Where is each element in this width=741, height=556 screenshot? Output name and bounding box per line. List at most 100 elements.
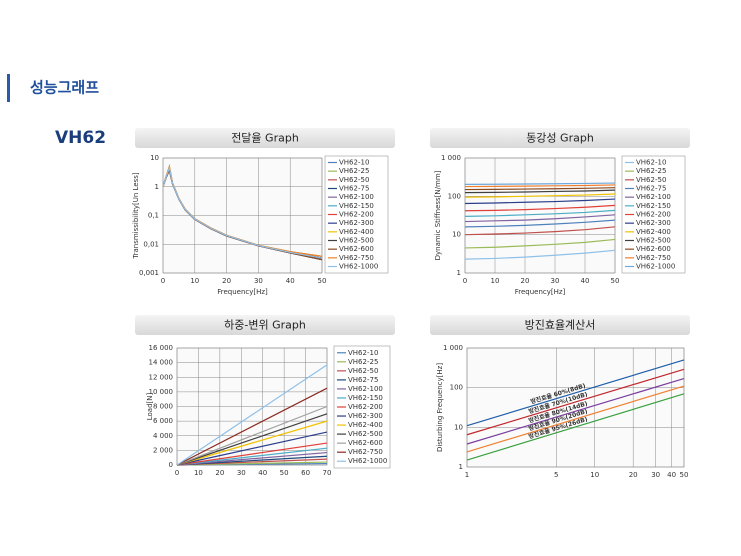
x-tick-label: 40 xyxy=(258,469,267,477)
chart-title-bar xyxy=(430,128,690,148)
legend-label: VH62-500 xyxy=(339,237,374,245)
x-tick-label: 20 xyxy=(629,471,638,479)
legend-label: VH62-150 xyxy=(348,394,383,402)
y-tick-label: 14 000 xyxy=(149,359,174,367)
legend-label: VH62-50 xyxy=(348,367,378,375)
x-tick-label: 70 xyxy=(323,469,332,477)
x-tick-label: 30 xyxy=(254,277,263,285)
series-line xyxy=(176,451,328,466)
legend-label: VH62-300 xyxy=(348,412,383,420)
x-tick-label: 10 xyxy=(190,277,199,285)
x-tick-label: 50 xyxy=(280,469,289,477)
x-tick-label: 5 xyxy=(554,471,558,479)
legend-label: VH62-750 xyxy=(348,448,383,456)
series-line xyxy=(464,219,616,228)
series-line xyxy=(464,209,616,217)
x-tick-label: 30 xyxy=(551,277,560,285)
legend-label: VH62-25 xyxy=(339,167,369,175)
series-line xyxy=(176,413,328,466)
series-line xyxy=(464,184,616,188)
legend-label: VH62-1000 xyxy=(348,457,387,465)
legend-label: VH62-50 xyxy=(636,176,666,184)
series-line xyxy=(466,377,685,445)
y-tick-label: 16 000 xyxy=(149,344,174,352)
legend-label: VH62-750 xyxy=(339,254,374,262)
x-tick-label: 30 xyxy=(651,471,660,479)
y-axis-label: Dynamic Stiffness[N/mm] xyxy=(434,170,442,260)
y-tick-label: 1 xyxy=(459,463,463,471)
series-line xyxy=(162,165,323,259)
legend-label: VH62-600 xyxy=(348,439,383,447)
series-line xyxy=(466,368,685,436)
series-line xyxy=(176,455,328,466)
x-axis-label: Frequency[Hz] xyxy=(217,288,268,296)
x-tick-label: 50 xyxy=(318,277,327,285)
legend-label: VH62-100 xyxy=(348,385,383,393)
series-line xyxy=(466,393,685,461)
y-axis-label: Load[N] xyxy=(146,392,154,420)
legend-label: VH62-1000 xyxy=(636,263,675,271)
legend-label: VH62-100 xyxy=(339,193,374,201)
legend-label: VH62-25 xyxy=(348,358,378,366)
legend-label: VH62-600 xyxy=(636,245,671,253)
y-tick-label: 100 xyxy=(448,192,461,200)
chart-title: 동강성 Graph xyxy=(526,132,594,145)
legend-label: VH62-600 xyxy=(339,245,374,253)
legend-label: VH62-25 xyxy=(636,167,666,175)
page-title: 성능그래프 xyxy=(30,79,99,97)
series-line xyxy=(176,431,328,466)
y-tick-label: 10 000 xyxy=(149,388,174,396)
model-name: VH62 xyxy=(55,128,106,148)
x-tick-label: 0 xyxy=(463,277,467,285)
legend-label: VH62-200 xyxy=(348,403,383,411)
legend-label: VH62-150 xyxy=(636,202,671,210)
y-tick-label: 0,01 xyxy=(143,240,159,248)
chart-title-bar xyxy=(430,315,690,335)
x-tick-label: 0 xyxy=(161,277,165,285)
series-line xyxy=(176,405,328,466)
legend-label: VH62-400 xyxy=(348,421,383,429)
series-line xyxy=(464,187,616,191)
x-tick-label: 20 xyxy=(215,469,224,477)
x-tick-label: 50 xyxy=(680,471,689,479)
legend-label: VH62-300 xyxy=(339,219,374,227)
series-line xyxy=(176,387,328,466)
x-axis-label: Frequency[Hz] xyxy=(515,288,566,296)
series-line xyxy=(464,189,616,194)
header-accent xyxy=(7,74,10,102)
legend-label: VH62-750 xyxy=(636,254,671,262)
legend-label: VH62-300 xyxy=(636,219,671,227)
series-line xyxy=(464,226,616,236)
y-tick-label: 2 000 xyxy=(153,446,173,454)
legend-label: VH62-200 xyxy=(636,211,671,219)
series-line xyxy=(176,364,328,466)
legend-label: VH62-150 xyxy=(339,202,374,210)
y-tick-label: 10 xyxy=(452,231,461,239)
legend-label: VH62-400 xyxy=(636,228,671,236)
series-line xyxy=(464,249,616,260)
x-tick-label: 20 xyxy=(222,277,231,285)
x-tick-label: 10 xyxy=(590,471,599,479)
y-tick-label: 1 xyxy=(457,269,461,277)
legend-label: VH62-10 xyxy=(636,159,666,167)
series-line xyxy=(464,238,616,249)
legend-label: VH62-400 xyxy=(339,228,374,236)
x-tick-label: 40 xyxy=(667,471,676,479)
y-tick-label: 0,1 xyxy=(148,212,159,220)
plot-area xyxy=(466,347,685,468)
legend-label: VH62-500 xyxy=(348,430,383,438)
x-tick-label: 10 xyxy=(491,277,500,285)
series-line xyxy=(464,182,616,185)
series-line xyxy=(466,359,685,427)
y-tick-label: 1 xyxy=(155,183,159,191)
y-tick-label: 12 000 xyxy=(149,373,174,381)
y-axis-label: Disturbing Frequency[Hz] xyxy=(436,363,444,452)
chart-title-bar xyxy=(135,128,395,148)
x-tick-label: 20 xyxy=(521,277,530,285)
y-tick-label: 4 000 xyxy=(153,432,173,440)
y-tick-label: 0 xyxy=(169,461,173,469)
legend-label: VH62-10 xyxy=(348,349,378,357)
x-tick-label: 60 xyxy=(301,469,310,477)
y-tick-label: 10 xyxy=(150,154,159,162)
series-line xyxy=(466,385,685,453)
